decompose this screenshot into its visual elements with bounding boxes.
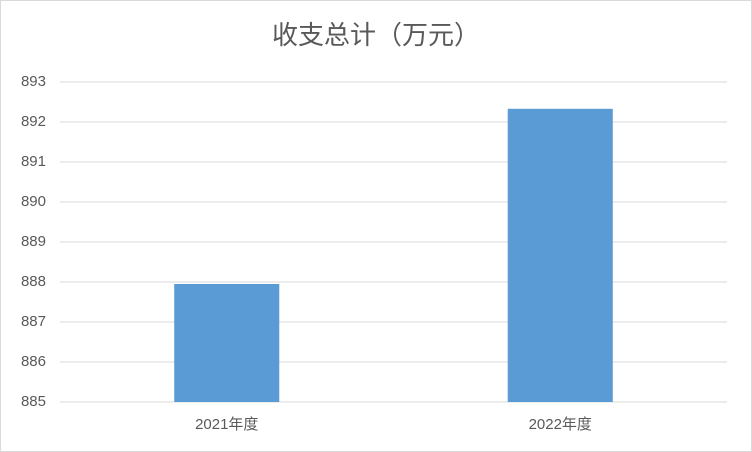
x-tick-label: 2022年度 [529,416,592,433]
y-tick-label: 888 [21,273,46,290]
y-tick-label: 893 [21,73,46,90]
y-tick-label: 890 [21,193,46,210]
y-tick-label: 891 [21,153,46,170]
y-tick-label: 889 [21,233,46,250]
y-tick-label: 886 [21,353,46,370]
y-tick-label: 885 [21,393,46,410]
chart-title: 收支总计（万元） [272,20,480,50]
y-tick-label: 887 [21,313,46,330]
bar [507,108,613,403]
x-tick-label: 2021年度 [195,416,258,433]
y-tick-label: 892 [21,113,46,130]
bar [174,284,280,402]
